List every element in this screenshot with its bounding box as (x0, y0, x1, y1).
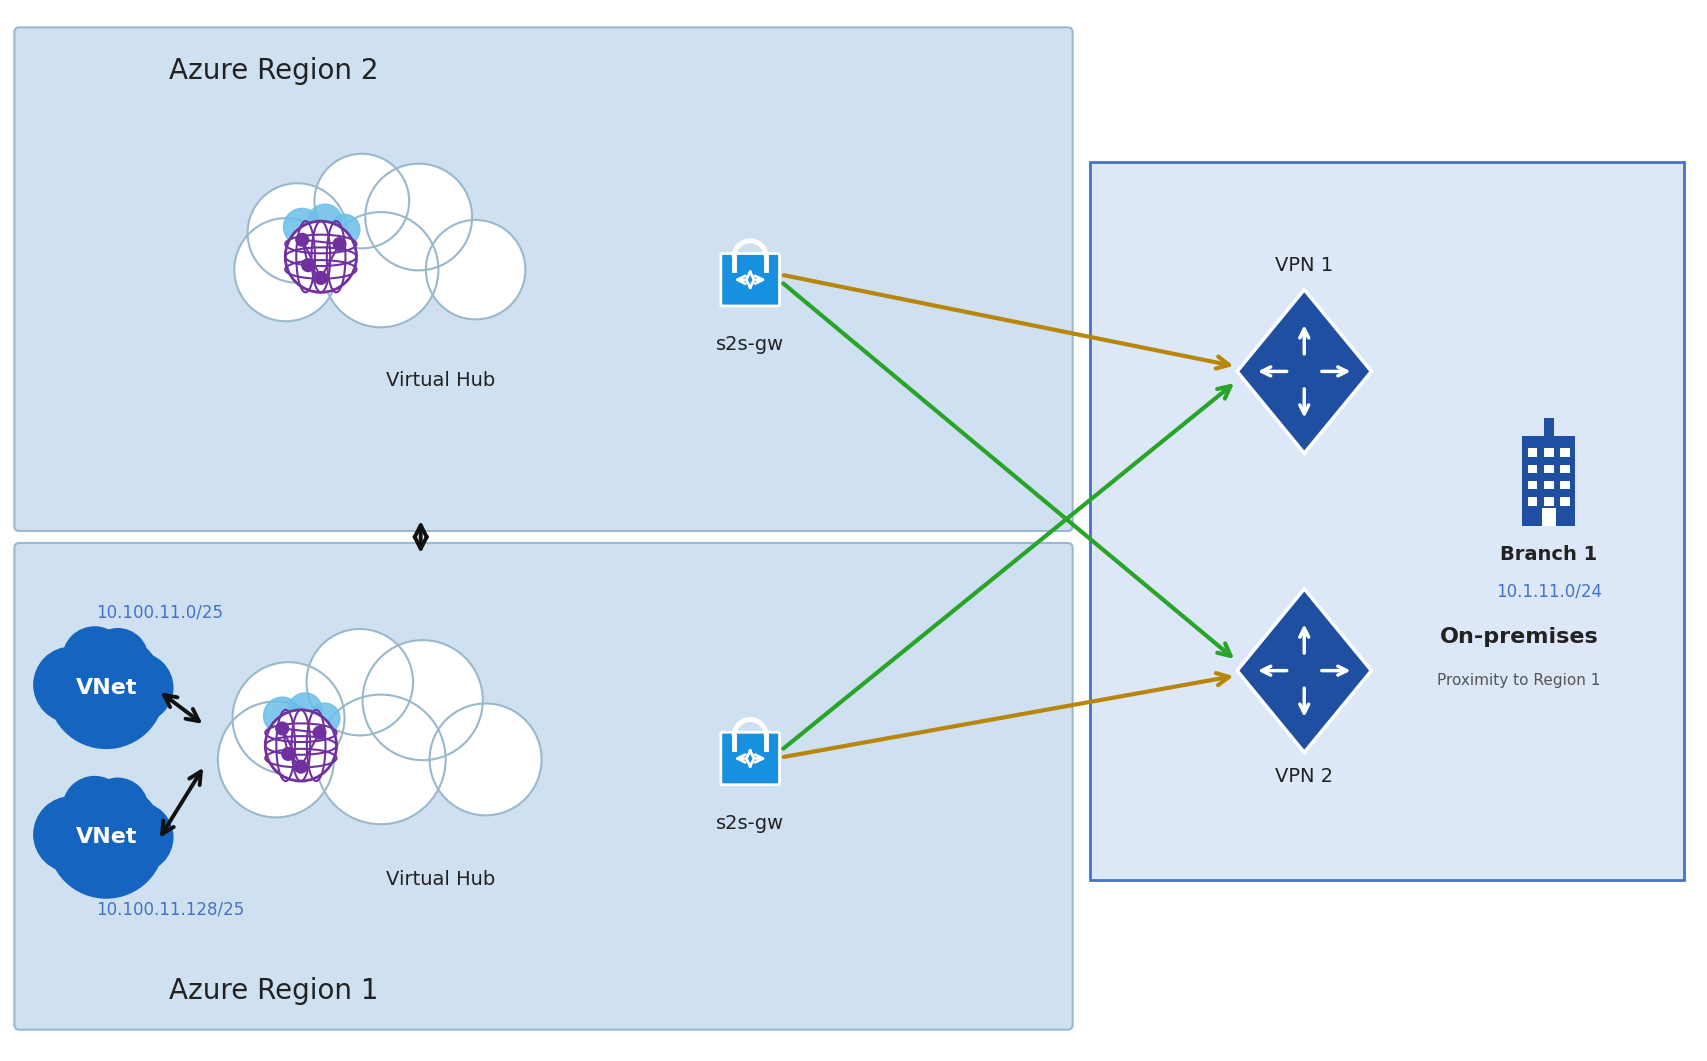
Circle shape (265, 710, 336, 781)
Circle shape (87, 779, 149, 838)
Circle shape (306, 629, 413, 735)
Circle shape (282, 748, 294, 761)
Text: 10.100.11.128/25: 10.100.11.128/25 (96, 901, 244, 919)
Circle shape (323, 212, 439, 327)
Circle shape (218, 701, 335, 817)
Circle shape (48, 782, 164, 898)
Text: Proximity to Region 1: Proximity to Region 1 (1436, 673, 1599, 688)
Circle shape (329, 214, 360, 245)
Circle shape (294, 761, 307, 773)
FancyBboxPatch shape (720, 732, 778, 785)
Text: VNet: VNet (75, 828, 137, 848)
Bar (1541, 508, 1555, 526)
FancyBboxPatch shape (1089, 162, 1683, 880)
Bar (1560, 465, 1569, 473)
Bar (1526, 449, 1536, 456)
Circle shape (283, 208, 321, 246)
Bar (1543, 498, 1553, 506)
Text: Virtual Hub: Virtual Hub (386, 371, 495, 390)
Bar (1526, 481, 1536, 489)
Bar (1543, 481, 1553, 489)
Text: Azure Region 2: Azure Region 2 (169, 57, 379, 85)
Circle shape (288, 693, 323, 727)
Bar (1560, 449, 1569, 456)
Circle shape (285, 221, 357, 293)
Circle shape (430, 703, 541, 815)
Text: Azure Region 1: Azure Region 1 (169, 977, 379, 1005)
FancyBboxPatch shape (14, 543, 1072, 1029)
Circle shape (263, 697, 300, 734)
Bar (1526, 465, 1536, 473)
Text: s2s-gw: s2s-gw (715, 814, 784, 833)
Circle shape (234, 219, 338, 321)
Text: 10.1.11.0/24: 10.1.11.0/24 (1495, 582, 1601, 601)
Text: VPN 1: VPN 1 (1275, 256, 1333, 275)
Bar (1526, 498, 1536, 506)
Circle shape (87, 629, 149, 689)
FancyBboxPatch shape (14, 28, 1072, 530)
Circle shape (312, 727, 326, 740)
Circle shape (102, 653, 172, 723)
Text: s2s-gw: s2s-gw (715, 335, 784, 354)
Circle shape (277, 723, 288, 735)
Circle shape (63, 777, 126, 840)
Text: Virtual Hub: Virtual Hub (386, 870, 495, 889)
Circle shape (307, 204, 341, 238)
Circle shape (248, 184, 347, 282)
Bar (1521, 436, 1574, 526)
Circle shape (34, 797, 109, 872)
Circle shape (232, 662, 345, 775)
Circle shape (302, 259, 314, 272)
Text: On-premises: On-premises (1439, 627, 1598, 647)
Circle shape (295, 233, 309, 246)
Text: 10.100.11.0/25: 10.100.11.0/25 (96, 603, 224, 621)
Circle shape (34, 647, 109, 723)
Circle shape (314, 154, 410, 248)
Bar (1543, 449, 1553, 456)
Circle shape (102, 802, 172, 872)
Circle shape (362, 640, 483, 760)
Bar (1543, 465, 1553, 473)
Circle shape (425, 220, 526, 319)
Text: VPN 2: VPN 2 (1275, 767, 1333, 786)
Circle shape (314, 272, 328, 284)
Circle shape (333, 238, 347, 250)
Circle shape (63, 627, 126, 691)
Text: Branch 1: Branch 1 (1499, 545, 1596, 564)
Polygon shape (1236, 589, 1371, 752)
Circle shape (309, 703, 340, 733)
FancyBboxPatch shape (720, 254, 778, 306)
Bar (1560, 498, 1569, 506)
Bar (1560, 481, 1569, 489)
Text: VNet: VNet (75, 678, 137, 698)
Circle shape (48, 632, 164, 748)
Bar (1543, 418, 1553, 436)
Circle shape (365, 163, 471, 271)
Circle shape (316, 695, 446, 824)
Polygon shape (1236, 290, 1371, 453)
